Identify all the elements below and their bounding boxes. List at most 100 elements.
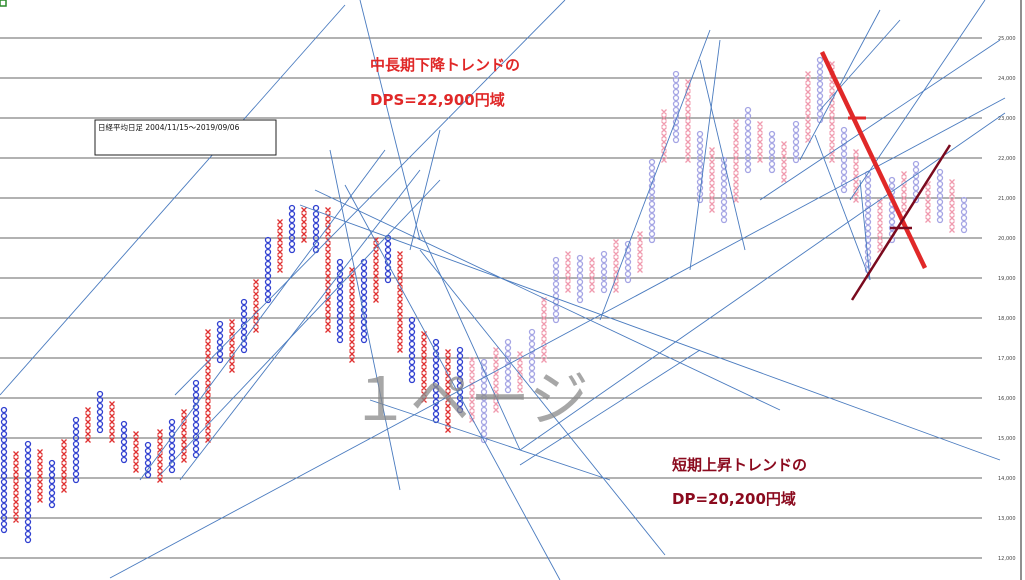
- trend-line: [299, 204, 1001, 461]
- y-tick-label: 21,000: [998, 196, 1016, 202]
- o-column: [264, 236, 272, 304]
- y-tick-label: 24,000: [998, 76, 1016, 82]
- o-column: [144, 441, 152, 479]
- o-column: [336, 258, 344, 344]
- trend-line: [419, 229, 521, 451]
- y-tick-label: 15,000: [998, 436, 1016, 442]
- x-column: [325, 207, 331, 333]
- o-column: [0, 406, 8, 534]
- o-column: [768, 130, 776, 174]
- annotation: 短期上昇トレンドの: [672, 456, 807, 474]
- trend-line: [369, 399, 611, 481]
- x-column: [781, 141, 787, 183]
- y-tick-label: 18,000: [998, 316, 1016, 322]
- o-column: [216, 320, 224, 364]
- o-column: [192, 379, 200, 459]
- x-column: [949, 179, 955, 233]
- o-column: [456, 346, 464, 414]
- downtrend-line: [819, 51, 928, 269]
- trend-line: [699, 59, 746, 251]
- trend-line: [329, 149, 401, 491]
- o-column: [240, 298, 248, 354]
- o-column: [24, 440, 32, 544]
- trend-line: [344, 184, 561, 580]
- x-column: [181, 409, 187, 463]
- annotation: DPS=22,900円域: [370, 91, 505, 109]
- x-column: [901, 171, 907, 213]
- o-column: [648, 158, 656, 244]
- trend-line: [819, 19, 901, 111]
- trend-line: [689, 39, 721, 271]
- chart-title: 日経平均日足 2004/11/15～2019/09/06: [98, 122, 240, 132]
- x-column: [445, 349, 451, 433]
- trend-line: [599, 29, 711, 321]
- y-tick-label: 17,000: [998, 356, 1016, 362]
- x-column: [373, 237, 379, 303]
- o-column: [48, 459, 56, 509]
- o-column: [96, 390, 104, 434]
- x-column: [37, 449, 43, 503]
- o-column: [600, 250, 608, 294]
- o-column: [72, 416, 80, 484]
- x-column: [733, 119, 739, 203]
- y-tick-label: 16,000: [998, 396, 1016, 402]
- trend-line: [314, 189, 781, 411]
- x-column: [877, 199, 883, 253]
- x-column: [589, 257, 595, 293]
- x-column: [805, 71, 811, 143]
- trend-line: [814, 134, 871, 281]
- title-box: [94, 119, 277, 156]
- o-column: [672, 70, 680, 144]
- o-column: [624, 240, 632, 284]
- o-column: [936, 168, 944, 224]
- o-column: [816, 56, 824, 124]
- x-column: [397, 251, 403, 353]
- trend-line: [139, 149, 386, 481]
- x-column: [565, 251, 571, 293]
- uptrend-line: [850, 144, 952, 301]
- y-tick-label: 25,000: [998, 36, 1016, 42]
- o-column: [744, 106, 752, 174]
- y-tick-label: 19,000: [998, 276, 1016, 282]
- x-column: [757, 121, 763, 163]
- trend-line: [759, 39, 1001, 201]
- annotation: DP=20,200円域: [672, 490, 796, 508]
- x-column: [205, 329, 211, 443]
- x-column: [925, 181, 931, 223]
- o-column: [480, 358, 488, 444]
- x-column: [661, 109, 667, 163]
- annotation: 中長期下降トレンドの: [370, 56, 520, 74]
- y-tick-label: 20,000: [998, 236, 1016, 242]
- y-tick-label: 23,000: [998, 116, 1016, 122]
- trend-line: [174, 0, 566, 396]
- o-column: [576, 254, 584, 304]
- y-tick-label: 13,000: [998, 516, 1016, 522]
- x-column: [13, 451, 19, 523]
- trend-line: [419, 249, 666, 556]
- watermark: １ページ: [350, 365, 589, 435]
- o-column: [120, 420, 128, 464]
- y-tick-label: 12,000: [998, 556, 1016, 562]
- x-column: [349, 267, 355, 363]
- corner-icon: [0, 0, 7, 7]
- o-column: [360, 258, 368, 344]
- trend-line: [159, 179, 441, 476]
- x-column: [229, 319, 235, 373]
- x-column: [277, 219, 283, 273]
- x-column: [85, 407, 91, 443]
- o-column: [960, 196, 968, 234]
- o-column: [504, 338, 512, 394]
- x-column: [517, 351, 523, 393]
- trend-line: [0, 4, 346, 396]
- x-column: [709, 147, 715, 213]
- trend-line: [519, 112, 1006, 451]
- o-column: [552, 256, 560, 324]
- trend-line: [409, 129, 441, 251]
- trend-line: [179, 169, 421, 481]
- o-column: [792, 120, 800, 164]
- x-column: [853, 149, 859, 203]
- y-tick-label: 14,000: [998, 476, 1016, 482]
- x-column: [421, 331, 427, 403]
- x-column: [301, 207, 307, 243]
